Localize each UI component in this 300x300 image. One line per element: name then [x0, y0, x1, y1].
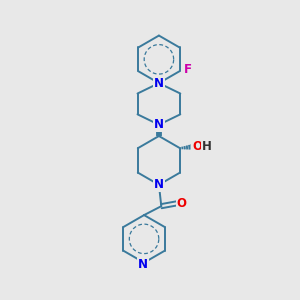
- Text: N: N: [154, 178, 164, 191]
- Text: N: N: [138, 258, 148, 271]
- Text: N: N: [154, 118, 164, 131]
- Text: F: F: [184, 63, 192, 76]
- Text: H: H: [202, 140, 212, 153]
- Text: O: O: [192, 140, 202, 153]
- Text: N: N: [154, 76, 164, 90]
- Text: O: O: [176, 197, 186, 210]
